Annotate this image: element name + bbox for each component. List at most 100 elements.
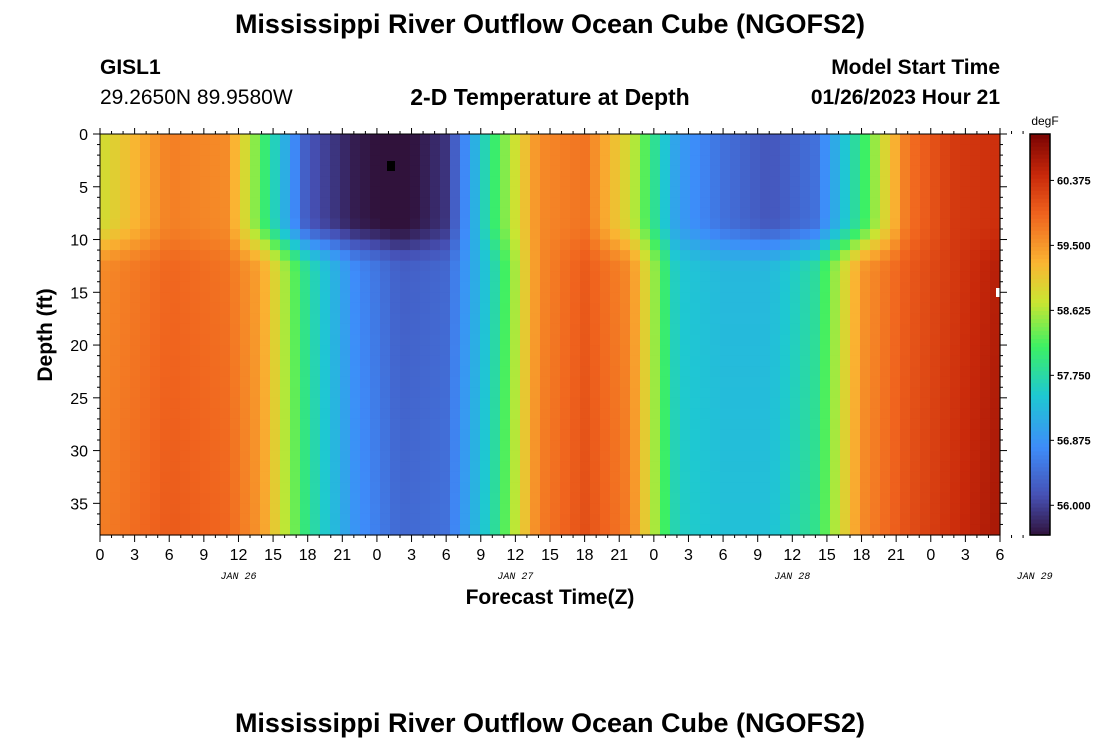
heatmap-cell [540, 207, 551, 220]
heatmap-cell [550, 271, 561, 283]
heatmap-cell [120, 418, 131, 431]
heatmap-cell [340, 461, 351, 473]
heatmap-cell [620, 418, 631, 431]
heatmap-cell [250, 155, 261, 167]
heatmap-cell [170, 482, 181, 494]
heatmap-cell [740, 239, 751, 251]
heatmap-cell [710, 387, 721, 399]
heatmap-cell [810, 207, 821, 220]
heatmap-cell [430, 492, 441, 504]
heatmap-cell [170, 239, 181, 251]
heatmap-cell [440, 186, 451, 198]
heatmap-cell [310, 397, 321, 409]
heatmap-cell [830, 440, 841, 452]
heatmap-cell [650, 524, 661, 536]
heatmap-cell [660, 207, 671, 220]
heatmap-cell [990, 323, 1001, 336]
heatmap-cell [940, 450, 951, 462]
heatmap-cell [360, 345, 371, 357]
heatmap-cell [830, 323, 841, 336]
heatmap-cell [770, 408, 781, 420]
heatmap-cell [250, 271, 261, 283]
heatmap-cell [470, 228, 481, 241]
heatmap-cell [760, 461, 771, 473]
heatmap-cell [750, 144, 761, 156]
heatmap-cell [710, 429, 721, 441]
heatmap-cell [750, 376, 761, 388]
heatmap-cell [730, 323, 741, 336]
heatmap-cell [680, 323, 691, 336]
heatmap-cell [390, 313, 401, 325]
heatmap-cell [860, 397, 871, 409]
heatmap-cell [540, 492, 551, 504]
heatmap-cell [150, 260, 161, 272]
heatmap-cell [900, 376, 911, 388]
heatmap-cell [750, 313, 761, 325]
heatmap-cell [870, 313, 881, 325]
heatmap-cell [760, 134, 771, 146]
heatmap-cell [910, 250, 921, 262]
colorbar-segment [1030, 142, 1050, 147]
heatmap-cell [490, 144, 501, 156]
heatmap-cell [620, 134, 631, 146]
heatmap-cell [350, 355, 361, 367]
heatmap-cell [970, 197, 981, 209]
heatmap-cell [780, 429, 791, 441]
heatmap-cell [570, 250, 581, 262]
heatmap-cell [690, 450, 701, 462]
heatmap-cell [820, 450, 831, 462]
heatmap-cell [760, 323, 771, 336]
heatmap-cell [190, 345, 201, 357]
heatmap-cell [110, 440, 121, 452]
heatmap-cell [340, 524, 351, 536]
heatmap-cell [730, 482, 741, 494]
heatmap-cell [920, 260, 931, 272]
heatmap-cell [380, 492, 391, 504]
heatmap-cell [470, 302, 481, 314]
heatmap-cell [500, 503, 511, 515]
heatmap-cell [330, 323, 341, 336]
heatmap-cell [740, 524, 751, 536]
heatmap-cell [590, 165, 601, 177]
heatmap-cell [540, 397, 551, 409]
heatmap-cell [700, 302, 711, 314]
colorbar-segment [1030, 370, 1050, 376]
heatmap-cell [450, 376, 461, 388]
colorbar-segment [1030, 366, 1050, 372]
heatmap-cell [540, 387, 551, 399]
heatmap-cell [170, 461, 181, 473]
heatmap-cell [490, 302, 501, 314]
heatmap-cell [350, 513, 361, 526]
heatmap-cell [810, 250, 821, 262]
heatmap-cell [250, 513, 261, 526]
heatmap-cell [580, 397, 591, 409]
heatmap-cell [310, 186, 321, 198]
heatmap-cell [800, 524, 811, 536]
heatmap-cell [950, 186, 961, 198]
heatmap-cell [750, 207, 761, 220]
heatmap-cell [260, 397, 271, 409]
heatmap-cell [190, 197, 201, 209]
heatmap-cell [900, 440, 911, 452]
colorbar-tick-label: 58.625 [1057, 305, 1091, 317]
heatmap-cell [530, 260, 541, 272]
heatmap-cell [890, 492, 901, 504]
heatmap-cell [520, 471, 531, 483]
heatmap-cell [590, 218, 601, 230]
heatmap-cell [200, 471, 211, 483]
x-tick-label: 6 [996, 547, 1005, 564]
heatmap-cell [290, 271, 301, 283]
heatmap-cell [850, 186, 861, 198]
heatmap-cell [270, 429, 281, 441]
heatmap-cell [250, 334, 261, 346]
heatmap-cell [770, 176, 781, 188]
heatmap-cell [940, 482, 951, 494]
heatmap-cell [870, 250, 881, 262]
heatmap-cell [700, 313, 711, 325]
heatmap-cell [880, 471, 891, 483]
heatmap-cell [310, 207, 321, 220]
heatmap-cell [730, 250, 741, 262]
colorbar-segment [1030, 398, 1050, 404]
heatmap-cell [590, 450, 601, 462]
heatmap-cell [660, 429, 671, 441]
